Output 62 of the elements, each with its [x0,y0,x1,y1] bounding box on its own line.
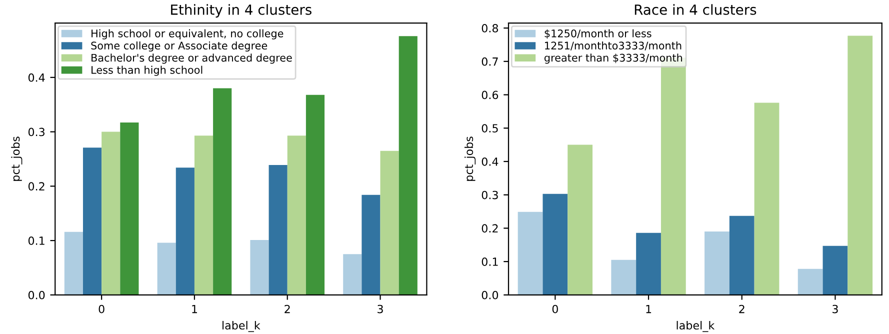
y-tick-label: 0.2 [482,224,498,233]
bar [518,212,543,295]
y-tick-label: 0.1 [482,258,498,266]
x-tick-label: 3 [832,304,838,314]
bar [380,150,399,295]
y-axis-title: pct_jobs [464,136,476,181]
bar [343,254,362,295]
bar [754,102,780,295]
x-tick-label: 0 [552,304,558,314]
bar [176,168,194,295]
y-tick-label: 0.0 [482,290,498,300]
bar [542,194,568,295]
bar [398,36,418,295]
legend-label: Bachelor's degree or advanced degree [92,54,292,64]
x-tick-label: 1 [192,304,197,314]
bar [848,36,873,295]
x-tick-label: 2 [739,304,744,314]
bar [102,132,120,295]
x-tick-label: 2 [284,304,290,314]
y-axis-title: pct_jobs [11,136,22,181]
bar [82,148,102,295]
bar [729,216,754,295]
legend-label: Some college or Associate degree [91,41,268,52]
bar [611,260,636,295]
legend-label: Less than high school [92,66,202,76]
bar [362,194,380,295]
x-tick-label: 1 [646,304,652,314]
x-tick-label: 3 [378,304,383,314]
legend-label: 1251/monthto3333/month [545,41,682,50]
y-tick-label: 0.4 [482,157,498,166]
x-tick-label: 0 [98,304,104,314]
legend-label: High school or equivalent, no college [92,29,284,40]
y-tick-label: 0.4 [28,73,45,82]
x-axis-title: label_k [676,320,715,332]
bar [250,240,269,295]
y-tick-label: 0.3 [28,128,45,136]
chart-title: Race in 4 clusters [634,4,756,15]
bar [157,242,176,295]
legend-label: $1250/month or less [544,29,652,39]
y-tick-label: 0.0 [28,290,45,300]
y-tick-label: 0.5 [482,124,498,133]
legend-label: greater than $3333/month [544,54,682,64]
y-tick-label: 0.8 [482,24,498,32]
y-tick-label: 0.1 [28,236,44,245]
bar [306,94,325,295]
chart-title: Ethinity in 4 clusters [171,4,312,18]
y-tick-label: 0.2 [28,182,44,191]
bar [287,136,306,295]
bar [568,144,593,295]
y-tick-label: 0.7 [482,57,498,66]
bar [120,122,139,295]
bar [798,268,823,295]
bar [213,88,232,295]
bar [64,232,83,295]
bar [822,246,848,295]
x-axis-title: label_k [222,320,260,332]
y-tick-label: 0.3 [482,190,498,200]
bar [636,232,661,295]
bar [194,136,214,295]
bar [704,232,730,295]
y-tick-label: 0.6 [482,90,498,100]
bar [268,164,288,295]
